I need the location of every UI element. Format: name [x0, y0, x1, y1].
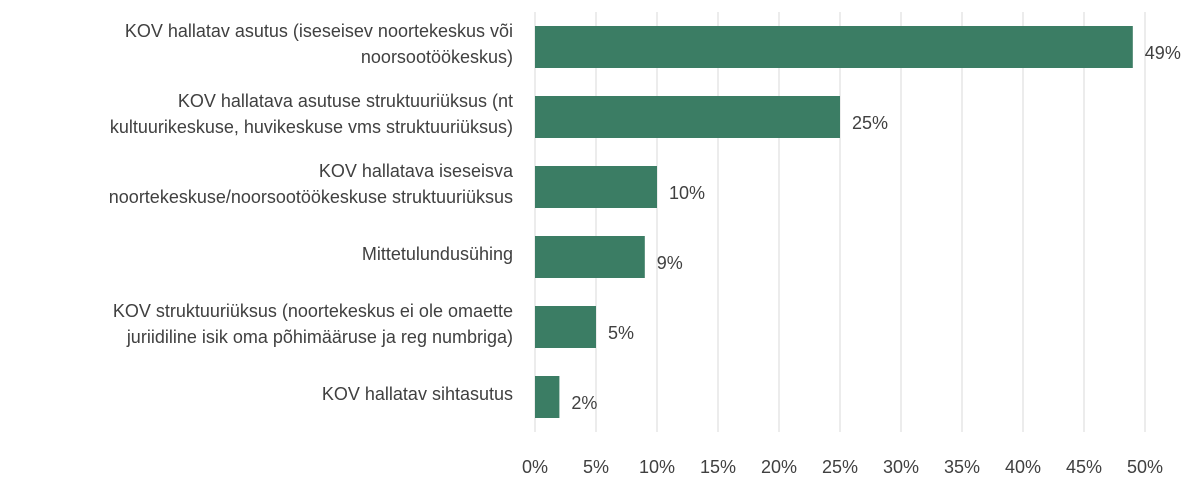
- bar: [535, 166, 657, 208]
- x-tick-label: 45%: [1066, 457, 1102, 477]
- y-tick-label: KOV hallatav asutus (iseseisev noortekes…: [124, 21, 513, 67]
- y-tick-label: KOV struktuuriüksus (noortekeskus ei ole…: [112, 301, 513, 347]
- x-tick-label: 20%: [761, 457, 797, 477]
- bar: [535, 306, 596, 348]
- x-tick-label: 50%: [1127, 457, 1163, 477]
- x-tick-label: 10%: [639, 457, 675, 477]
- y-tick-label: Mittetulundusühing: [361, 244, 513, 264]
- data-label: 25%: [852, 113, 888, 133]
- data-label: 9%: [657, 253, 683, 273]
- x-tick-label: 15%: [700, 457, 736, 477]
- data-label: 10%: [669, 183, 705, 203]
- y-tick-label: KOV hallatav sihtasutus: [321, 384, 513, 404]
- x-tick-label: 40%: [1005, 457, 1041, 477]
- y-tick-label: KOV hallatava asutuse struktuuriüksus (n…: [109, 91, 513, 137]
- bar: [535, 376, 560, 418]
- x-tick-label: 25%: [822, 457, 858, 477]
- data-label: 5%: [608, 323, 634, 343]
- data-label: 49%: [1145, 43, 1181, 63]
- bar: [535, 236, 645, 278]
- data-label: 2%: [571, 393, 597, 413]
- bar: [535, 96, 840, 138]
- x-tick-label: 30%: [883, 457, 919, 477]
- x-tick-label: 35%: [944, 457, 980, 477]
- x-tick-label: 0%: [522, 457, 548, 477]
- y-tick-label: KOV hallatava iseseisva noortekeskuse/no…: [108, 161, 513, 207]
- bar: [535, 26, 1133, 68]
- x-tick-label: 5%: [583, 457, 609, 477]
